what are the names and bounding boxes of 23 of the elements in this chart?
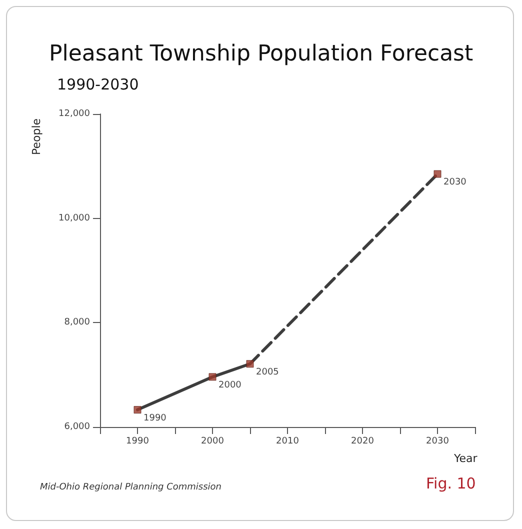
point	[434, 170, 442, 178]
x-tick-label: 2010	[276, 436, 300, 446]
y-tick-label: 6,000	[64, 422, 90, 432]
chart-subtitle: 1990-2030	[57, 76, 139, 94]
text: Mid-Ohio Regional Planning Commission	[40, 482, 222, 492]
y-tick-label: 10,000	[58, 213, 90, 224]
point	[208, 373, 216, 381]
x-axis-title: Year	[453, 452, 478, 465]
annotation: 2005	[256, 367, 279, 378]
x-tick-label: 2030	[426, 436, 450, 446]
x-tick-label: 1990	[126, 436, 150, 446]
x-tick-label: 2020	[351, 436, 374, 446]
annotation: 2030	[444, 177, 467, 188]
point	[246, 360, 254, 368]
caption: Fig. 10	[426, 474, 476, 492]
annotation: 2000	[218, 380, 242, 390]
y-tick-label: 8,000	[64, 318, 90, 328]
annotation: 1990	[144, 413, 167, 424]
x-tick-label: 2000	[201, 436, 224, 446]
y-tick-label: 12,000	[58, 109, 90, 119]
point	[134, 406, 142, 414]
chart-title: Pleasant Township Population Forecast	[49, 42, 474, 66]
y-axis-title: People	[30, 118, 43, 155]
